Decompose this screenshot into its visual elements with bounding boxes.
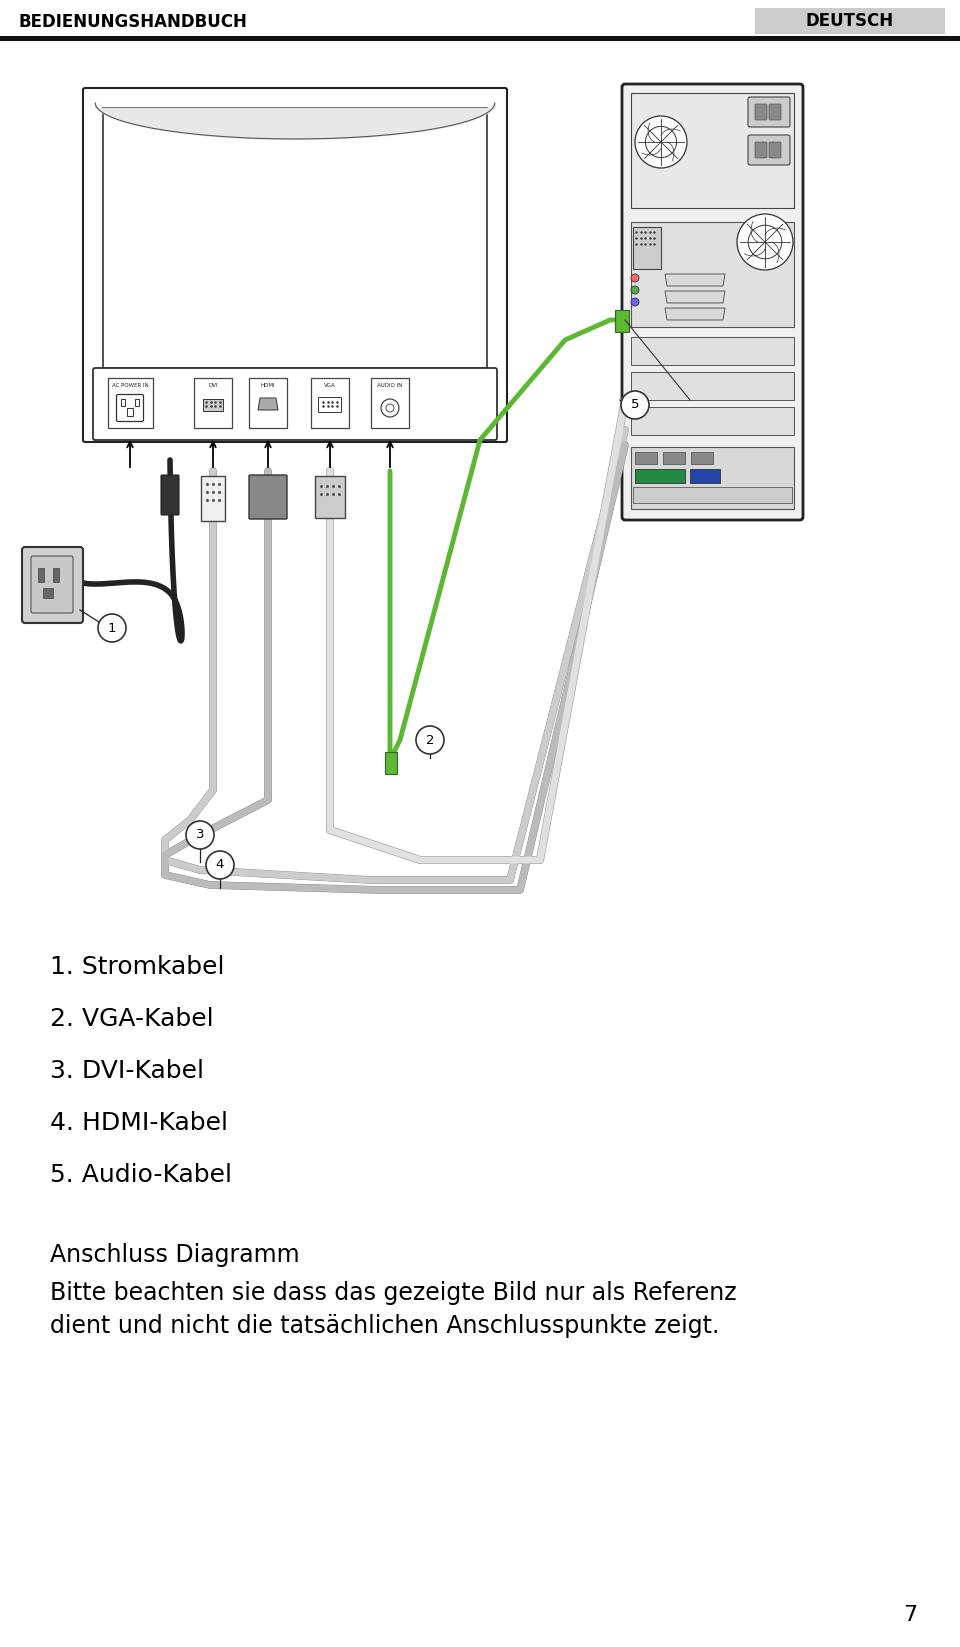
Circle shape: [416, 726, 444, 754]
Text: 2. VGA-Kabel: 2. VGA-Kabel: [50, 1006, 214, 1031]
Polygon shape: [665, 273, 725, 287]
FancyBboxPatch shape: [22, 547, 83, 623]
Text: 4. HDMI-Kabel: 4. HDMI-Kabel: [50, 1112, 228, 1135]
Circle shape: [621, 390, 649, 418]
Text: 5. Audio-Kabel: 5. Audio-Kabel: [50, 1163, 232, 1187]
Bar: [631, 92, 794, 208]
Bar: [121, 399, 125, 407]
FancyBboxPatch shape: [748, 97, 790, 127]
FancyBboxPatch shape: [769, 104, 781, 120]
Text: HDMI: HDMI: [261, 384, 276, 389]
FancyBboxPatch shape: [755, 8, 945, 35]
Bar: [194, 379, 232, 428]
Bar: [43, 588, 53, 598]
FancyBboxPatch shape: [755, 104, 767, 120]
Bar: [127, 408, 133, 417]
Text: 5: 5: [631, 399, 639, 412]
Bar: [631, 338, 794, 366]
Text: 3: 3: [196, 828, 204, 842]
Bar: [103, 109, 487, 367]
Circle shape: [635, 115, 687, 168]
Circle shape: [206, 851, 234, 879]
FancyBboxPatch shape: [249, 474, 287, 519]
Bar: [631, 372, 794, 400]
Bar: [633, 488, 792, 502]
Text: Bitte beachten sie dass das gezeigte Bild nur als Referenz
dient und nicht die t: Bitte beachten sie dass das gezeigte Bil…: [50, 1281, 736, 1339]
FancyBboxPatch shape: [748, 135, 790, 165]
Bar: [203, 399, 223, 412]
Circle shape: [186, 820, 214, 848]
Text: 7: 7: [903, 1604, 917, 1626]
Bar: [615, 310, 629, 333]
Text: DEUTSCH: DEUTSCH: [806, 12, 894, 30]
FancyBboxPatch shape: [116, 395, 143, 422]
Text: 3. DVI-Kabel: 3. DVI-Kabel: [50, 1059, 204, 1084]
Circle shape: [631, 298, 639, 306]
Bar: [38, 568, 44, 581]
Circle shape: [386, 404, 394, 412]
Text: 4: 4: [216, 858, 225, 871]
Bar: [631, 222, 794, 328]
Bar: [633, 227, 661, 268]
Polygon shape: [665, 308, 725, 320]
Text: 2: 2: [425, 733, 434, 746]
Text: BEDIENUNGSHANDBUCH: BEDIENUNGSHANDBUCH: [18, 13, 247, 31]
Text: 1. Stromkabel: 1. Stromkabel: [50, 955, 225, 978]
Polygon shape: [258, 399, 278, 410]
Circle shape: [381, 399, 399, 417]
FancyBboxPatch shape: [161, 474, 179, 516]
FancyBboxPatch shape: [31, 557, 73, 613]
Bar: [635, 469, 685, 483]
Text: VGA: VGA: [324, 384, 336, 389]
Circle shape: [631, 273, 639, 282]
Text: AC POWER IN: AC POWER IN: [111, 384, 149, 389]
Bar: [631, 446, 794, 509]
FancyBboxPatch shape: [622, 84, 803, 520]
FancyBboxPatch shape: [93, 367, 497, 440]
Polygon shape: [665, 292, 725, 303]
Text: Anschluss Diagramm: Anschluss Diagramm: [50, 1243, 300, 1267]
FancyBboxPatch shape: [83, 87, 507, 441]
Circle shape: [737, 214, 793, 270]
Bar: [0, 36, 960, 41]
FancyBboxPatch shape: [769, 142, 781, 158]
Text: 1: 1: [108, 621, 116, 634]
FancyBboxPatch shape: [755, 142, 767, 158]
Bar: [201, 476, 225, 520]
Bar: [635, 451, 657, 464]
Circle shape: [748, 226, 781, 259]
Bar: [371, 379, 409, 428]
Bar: [311, 379, 349, 428]
Circle shape: [98, 614, 126, 642]
Bar: [53, 568, 59, 581]
Text: AUDIO IN: AUDIO IN: [377, 384, 402, 389]
Bar: [385, 753, 397, 774]
Bar: [663, 451, 685, 464]
Text: DVI: DVI: [208, 384, 218, 389]
Bar: [315, 476, 345, 519]
Bar: [690, 469, 720, 483]
Bar: [108, 379, 153, 428]
Bar: [249, 379, 287, 428]
FancyBboxPatch shape: [319, 397, 342, 412]
Bar: [631, 407, 794, 435]
Circle shape: [645, 127, 677, 158]
Circle shape: [631, 287, 639, 295]
Bar: [691, 451, 713, 464]
Bar: [135, 399, 139, 407]
